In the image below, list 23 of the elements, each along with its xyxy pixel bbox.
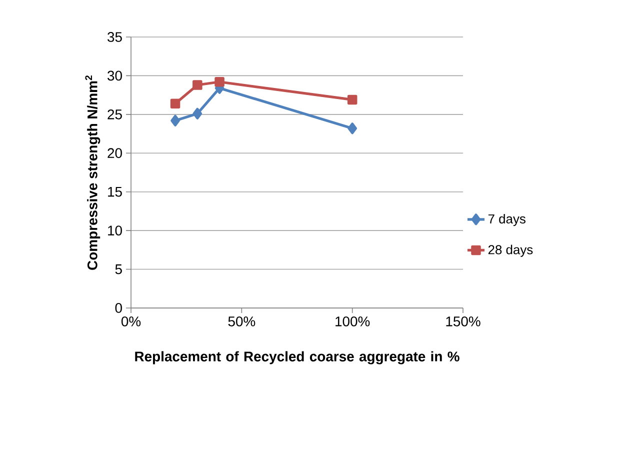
point bbox=[214, 77, 224, 87]
y-tick-label: 25 bbox=[108, 109, 122, 120]
point bbox=[348, 122, 357, 134]
y-tick-label: 35 bbox=[108, 32, 122, 42]
point bbox=[170, 114, 180, 126]
y-axis-title: Compressive strength N/mm$^{2}$ bbox=[85, 75, 100, 270]
point bbox=[192, 108, 202, 120]
point bbox=[170, 98, 180, 108]
point bbox=[347, 94, 358, 105]
x-tick-label: 50% bbox=[228, 316, 256, 326]
y-tick-label: 30 bbox=[108, 70, 122, 81]
point bbox=[192, 80, 202, 90]
y-tick-label: 10 bbox=[108, 226, 122, 236]
y-tick-label: 0 bbox=[115, 303, 122, 313]
y-tick-label: 5 bbox=[115, 264, 122, 274]
x-tick-label: 150% bbox=[446, 316, 480, 326]
y-tick-label: 20 bbox=[108, 148, 122, 158]
y-tick-label: 15 bbox=[108, 186, 122, 197]
legend-label: 7 days bbox=[488, 214, 526, 226]
x-tick-label: 100% bbox=[336, 316, 370, 326]
x-axis-title: Replacement of Recycled coarse aggregate in % bbox=[135, 351, 460, 364]
x-tick-label: 0% bbox=[121, 316, 141, 326]
legend-label: 28 days bbox=[488, 244, 533, 257]
